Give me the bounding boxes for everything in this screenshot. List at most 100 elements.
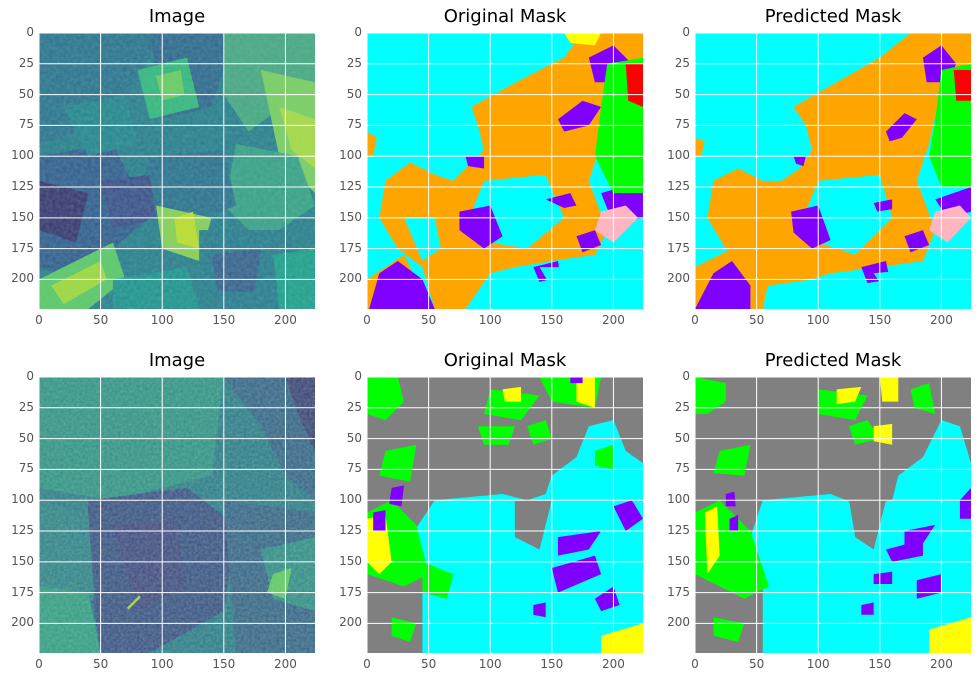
- y-tick-label: 0: [682, 369, 690, 383]
- plot-area: [695, 377, 971, 653]
- y-tick-label: 175: [667, 584, 690, 599]
- x-tick-label: 0: [363, 313, 371, 327]
- y-tick-label: 50: [346, 430, 362, 445]
- image-raster: [39, 377, 315, 653]
- y-tick-label: 0: [682, 25, 690, 39]
- y-tick-label: 200: [339, 615, 362, 630]
- y-tick-label: 25: [346, 399, 362, 414]
- x-tick-label: 0: [35, 313, 43, 327]
- y-tick-label: 150: [339, 553, 362, 568]
- y-tick-label: 100: [339, 492, 362, 507]
- mask-raster: [367, 377, 643, 653]
- y-tick-label: 75: [18, 461, 34, 476]
- y-tick-label: 75: [674, 461, 690, 476]
- x-tick-label: 0: [691, 657, 699, 671]
- x-tick-label: 150: [868, 313, 892, 327]
- mask-raster: [695, 377, 971, 653]
- mask-raster: [695, 33, 971, 309]
- x-tick-label: 200: [601, 657, 625, 671]
- y-tick-label: 50: [674, 86, 690, 101]
- x-tick-label: 100: [150, 313, 174, 327]
- y-tick-label: 25: [18, 399, 34, 414]
- mask-raster: [367, 33, 643, 309]
- x-tick-label: 50: [420, 657, 437, 671]
- y-tick-label: 75: [346, 461, 362, 476]
- x-tick-label: 50: [92, 313, 109, 327]
- y-tick-label: 200: [11, 271, 34, 286]
- x-tick-label: 0: [363, 657, 371, 671]
- y-tick-label: 0: [354, 369, 362, 383]
- y-tick-label: 125: [339, 523, 362, 538]
- y-tick-label: 175: [339, 240, 362, 255]
- y-tick-label: 25: [18, 55, 34, 70]
- y-tick-label: 0: [26, 25, 34, 39]
- y-tick-label: 0: [26, 369, 34, 383]
- x-tick-label: 150: [540, 313, 564, 327]
- plot-area: [39, 33, 315, 309]
- y-tick-label: 100: [667, 492, 690, 507]
- panel-title: Original Mask: [443, 6, 567, 27]
- y-tick-label: 75: [674, 117, 690, 132]
- y-tick-label: 75: [346, 117, 362, 132]
- y-tick-label: 150: [667, 553, 690, 568]
- y-tick-label: 150: [11, 209, 34, 224]
- y-tick-label: 200: [667, 271, 690, 286]
- y-tick-label: 100: [11, 492, 34, 507]
- x-tick-label: 100: [478, 313, 502, 327]
- x-tick-label: 150: [212, 657, 236, 671]
- panel-title: Original Mask: [443, 350, 567, 371]
- panel-title: Predicted Mask: [764, 6, 902, 27]
- y-tick-label: 50: [674, 430, 690, 445]
- x-tick-label: 50: [420, 313, 437, 327]
- y-tick-label: 25: [674, 55, 690, 70]
- panel-title: Image: [148, 6, 206, 27]
- y-tick-label: 150: [667, 209, 690, 224]
- x-tick-label: 50: [748, 313, 765, 327]
- plot-area: [695, 33, 971, 309]
- x-tick-label: 200: [929, 313, 953, 327]
- y-tick-label: 100: [339, 148, 362, 163]
- y-tick-label: 175: [339, 584, 362, 599]
- x-tick-label: 100: [478, 657, 502, 671]
- y-tick-label: 175: [667, 240, 690, 255]
- y-tick-label: 200: [339, 271, 362, 286]
- y-tick-label: 125: [667, 523, 690, 538]
- x-tick-label: 100: [806, 657, 830, 671]
- x-tick-label: 0: [691, 313, 699, 327]
- y-tick-label: 125: [667, 179, 690, 194]
- y-tick-label: 50: [18, 430, 34, 445]
- y-tick-label: 175: [11, 584, 34, 599]
- panel-title: Predicted Mask: [764, 350, 902, 371]
- x-tick-label: 150: [868, 657, 892, 671]
- panel-title: Image: [148, 350, 206, 371]
- y-tick-label: 100: [11, 148, 34, 163]
- x-tick-label: 200: [929, 657, 953, 671]
- y-tick-label: 0: [354, 25, 362, 39]
- y-tick-label: 125: [11, 523, 34, 538]
- y-tick-label: 50: [18, 86, 34, 101]
- plot-area: [367, 33, 643, 309]
- x-tick-label: 200: [601, 313, 625, 327]
- y-tick-label: 175: [11, 240, 34, 255]
- image-raster: [39, 33, 315, 309]
- x-tick-label: 0: [35, 657, 43, 671]
- y-tick-label: 150: [339, 209, 362, 224]
- y-tick-label: 125: [339, 179, 362, 194]
- y-tick-label: 125: [11, 179, 34, 194]
- x-tick-label: 200: [273, 657, 297, 671]
- y-tick-label: 150: [11, 553, 34, 568]
- y-tick-label: 200: [667, 615, 690, 630]
- plot-area: [367, 377, 643, 653]
- x-tick-label: 150: [540, 657, 564, 671]
- x-tick-label: 100: [150, 657, 174, 671]
- y-tick-label: 100: [667, 148, 690, 163]
- x-tick-label: 100: [806, 313, 830, 327]
- y-tick-label: 75: [18, 117, 34, 132]
- y-tick-label: 50: [346, 86, 362, 101]
- x-tick-label: 50: [92, 657, 109, 671]
- x-tick-label: 150: [212, 313, 236, 327]
- y-tick-label: 25: [346, 55, 362, 70]
- x-tick-label: 200: [273, 313, 297, 327]
- x-tick-label: 50: [748, 657, 765, 671]
- y-tick-label: 200: [11, 615, 34, 630]
